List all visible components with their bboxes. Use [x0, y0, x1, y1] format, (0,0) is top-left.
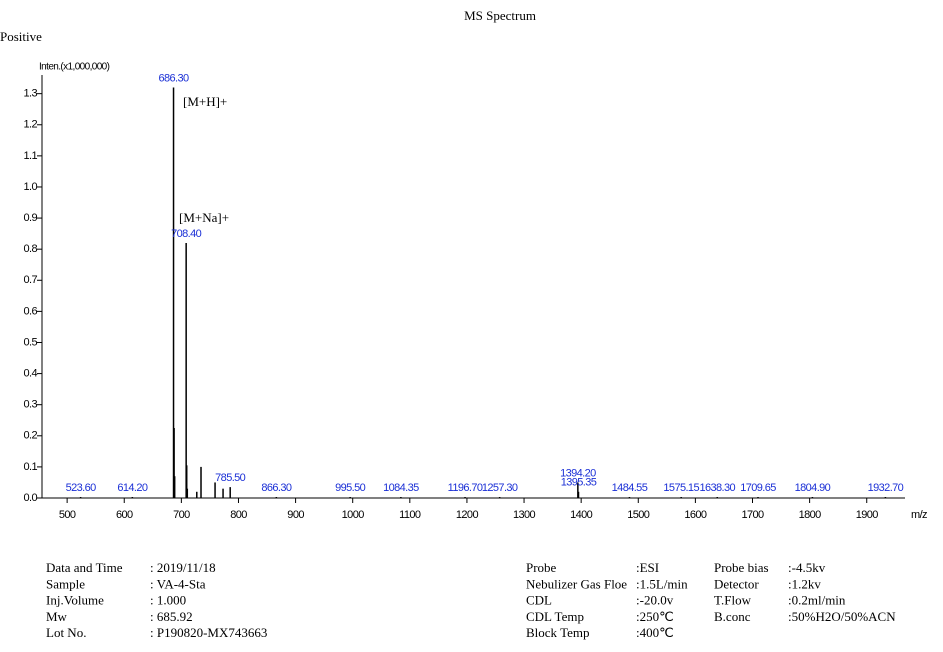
y-tick-label: 0.3 — [24, 399, 38, 411]
x-tick-label: 900 — [287, 509, 304, 521]
y-tick-label: 0.2 — [24, 430, 38, 442]
y-tick-label: 0.8 — [24, 243, 38, 255]
x-tick-label: 1100 — [399, 509, 421, 521]
y-tick-label: 0.6 — [24, 305, 38, 317]
peak-label: 523.60 — [66, 482, 97, 494]
info-label: Detector — [714, 576, 759, 591]
x-tick-label: 800 — [230, 509, 247, 521]
info-label: Data and Time — [46, 560, 123, 575]
y-tick-label: 0.5 — [24, 336, 38, 348]
x-tick-label: 1900 — [856, 509, 879, 521]
info-label: Nebulizer Gas Floe — [526, 576, 627, 591]
x-tick-label: 1700 — [741, 509, 764, 521]
peak-label: 1484.55 — [612, 482, 648, 494]
mode-label: Positive — [0, 29, 42, 44]
peak-label: 995.50 — [335, 482, 366, 494]
y-tick-label: 1.0 — [24, 181, 38, 193]
info-value: : VA-4-Sta — [150, 576, 206, 591]
info-value: :400℃ — [636, 625, 674, 640]
peak-label: 1709.65 — [740, 482, 776, 494]
info-value: : P190820-MX743663 — [150, 625, 267, 640]
info-value: :1.2kv — [788, 576, 821, 591]
x-tick-label: 1500 — [627, 509, 650, 521]
info-value: : 1.000 — [150, 593, 186, 608]
peak-label: 708.40 — [171, 228, 202, 240]
peak-label: 1804.90 — [795, 482, 831, 494]
y-tick-label: 0.4 — [24, 367, 38, 379]
peak-label: 1257.30 — [482, 482, 518, 494]
info-label: Sample — [46, 576, 85, 591]
x-tick-label: 1200 — [456, 509, 479, 521]
info-value: :-20.0v — [636, 593, 674, 608]
info-label: Lot No. — [46, 625, 86, 640]
y-tick-label: 0.9 — [24, 212, 38, 224]
x-axis-label: m/z — [911, 509, 927, 521]
x-tick-label: 1600 — [684, 509, 707, 521]
x-tick-label: 500 — [59, 509, 76, 521]
annotation: [M+Na]+ — [179, 210, 229, 225]
peak-label: 1196.70 — [448, 482, 483, 494]
y-tick-label: 1.1 — [24, 150, 38, 162]
x-tick-label: 1000 — [342, 509, 365, 521]
peak-label: 1395.35 — [561, 477, 597, 489]
x-tick-label: 700 — [173, 509, 190, 521]
info-label: T.Flow — [714, 593, 752, 608]
peak-label: 1394.20 — [560, 467, 596, 479]
chart-title: MS Spectrum — [464, 8, 536, 23]
x-tick-label: 1300 — [513, 509, 536, 521]
y-tick-label: 1.2 — [24, 119, 38, 131]
peak-label: 1084.35 — [383, 482, 419, 494]
info-label: Inj.Volume — [46, 593, 104, 608]
y-tick-label: 0.7 — [24, 274, 38, 286]
info-label: CDL — [526, 593, 552, 608]
x-tick-label: 1400 — [570, 509, 593, 521]
info-value: :250℃ — [636, 609, 674, 624]
x-tick-label: 1800 — [799, 509, 822, 521]
info-value: :-4.5kv — [788, 560, 826, 575]
peak-label: 1638.30 — [699, 482, 735, 494]
peak-label: 1575.15 — [663, 482, 699, 494]
y-axis-label: Inten.(x1,000,000) — [39, 62, 110, 73]
peak-label: 686.30 — [159, 72, 190, 84]
y-tick-label: 0.0 — [24, 492, 38, 504]
peak-label: 866.30 — [261, 482, 292, 494]
peak-label: 785.50 — [215, 472, 246, 484]
peak-label: 614.20 — [117, 482, 148, 494]
info-label: Mw — [46, 609, 68, 624]
info-value: : 2019/11/18 — [150, 560, 216, 575]
y-tick-label: 1.3 — [24, 88, 38, 100]
info-label: B.conc — [714, 609, 751, 624]
info-value: :ESI — [636, 560, 659, 575]
y-tick-label: 0.1 — [24, 461, 38, 473]
annotation: [M+H]+ — [183, 94, 227, 109]
info-value: :1.5L/min — [636, 576, 688, 591]
info-label: Probe — [526, 560, 557, 575]
info-label: Block Temp — [526, 625, 589, 640]
info-value: :50%H2O/50%ACN — [788, 609, 896, 624]
x-tick-label: 600 — [116, 509, 133, 521]
info-value: : 685.92 — [150, 609, 193, 624]
info-label: CDL Temp — [526, 609, 584, 624]
info-value: :0.2ml/min — [788, 593, 846, 608]
peak-label: 1932.70 — [868, 482, 904, 494]
info-label: Probe bias — [714, 560, 769, 575]
